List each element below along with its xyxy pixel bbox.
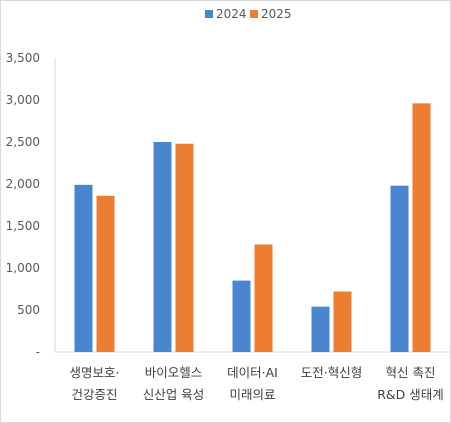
y-tick-label: 3,500 <box>6 51 40 65</box>
legend-label: 2024 <box>216 7 247 21</box>
legend: 2024 2025 <box>205 7 292 21</box>
bar-2024-3 <box>232 280 251 352</box>
bar-2025-5 <box>412 103 431 352</box>
category-label: 도전·혁신형 <box>301 365 362 380</box>
category-label: 생명보호· <box>70 365 120 380</box>
y-axis-ticks: 3,500 3,000 2,500 2,000 1,500 1,000 500 - <box>6 51 40 359</box>
y-tick-label: 500 <box>17 303 40 317</box>
category-label: 바이오헬스 <box>145 365 203 380</box>
legend-swatch-2025 <box>250 10 258 18</box>
category-label: 데이터·AI <box>227 365 278 380</box>
category-label: 건강증진 <box>71 387 117 402</box>
bar-2024-4 <box>311 306 330 352</box>
legend-swatch-2024 <box>205 10 213 18</box>
bars <box>74 103 431 352</box>
y-tick-label: 1,000 <box>6 261 40 275</box>
bar-2025-3 <box>254 244 273 352</box>
bar-2025-4 <box>333 291 352 352</box>
bar-2025-1 <box>96 195 115 352</box>
y-tick-label: - <box>36 345 40 359</box>
y-tick-label: 3,000 <box>6 93 40 107</box>
bar-2024-1 <box>74 184 93 352</box>
y-tick-label: 2,500 <box>6 135 40 149</box>
category-label: R&D 생태계 <box>377 387 444 402</box>
bar-2025-2 <box>175 143 194 352</box>
legend-label: 2025 <box>261 7 292 21</box>
bar-2024-5 <box>390 185 409 352</box>
category-label: 신산업 육성 <box>143 387 204 402</box>
category-label: 미래의료 <box>229 387 275 402</box>
category-label: 혁신 촉진 <box>386 365 436 380</box>
y-tick-label: 2,000 <box>6 177 40 191</box>
y-tick-label: 1,500 <box>6 219 40 233</box>
bar-2024-2 <box>153 142 172 352</box>
